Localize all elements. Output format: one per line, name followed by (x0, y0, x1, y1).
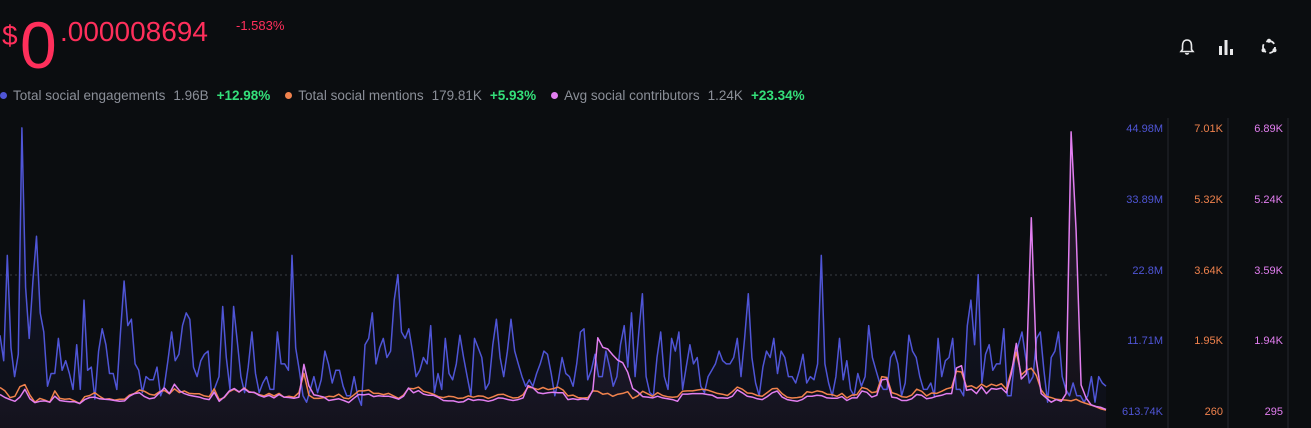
legend-dot-engagements (0, 91, 7, 99)
axis-tick-label: 33.89M (1126, 194, 1163, 206)
legend-change: +5.93% (489, 87, 537, 103)
axis-tick-label: 3.64K (1194, 265, 1223, 277)
legend-label: Avg social contributors (564, 87, 700, 103)
legend-dot-contributors (551, 91, 559, 99)
share-network-icon (1261, 38, 1277, 54)
series-line-0 (0, 127, 1107, 407)
axis-tick-label: 44.98M (1126, 123, 1163, 135)
legend-value: 1.96B (173, 87, 209, 103)
share-network-button[interactable] (1256, 34, 1282, 60)
legend-change: +23.34% (750, 87, 805, 103)
legend-item-mentions[interactable]: Total social mentions 179.81K +5.93% (285, 88, 536, 103)
legend-item-engagements[interactable]: Total social engagements 1.96B +12.98% (0, 88, 270, 103)
legend-label: Total social mentions (298, 87, 424, 103)
axis-tick-label: 7.01K (1194, 123, 1223, 135)
axis-tick-label: 11.71M (1127, 335, 1163, 347)
legend-label: Total social engagements (13, 87, 166, 103)
legend-value: 1.24K (707, 87, 743, 103)
axis-tick-label: 295 (1265, 406, 1283, 418)
legend-dot-mentions (285, 91, 293, 99)
price-change-badge: -1.583% (236, 18, 285, 33)
chart-toolbar (1170, 34, 1290, 60)
axis-tick-label: 1.95K (1194, 335, 1223, 347)
legend-change: +12.98% (216, 87, 271, 103)
axis-tick-label: 5.32K (1194, 194, 1223, 206)
bar-chart-icon (1219, 40, 1233, 55)
axis-tick-label: 6.89K (1254, 123, 1283, 135)
axis-tick-label: 22.8M (1132, 265, 1163, 277)
axis-tick-label: 5.24K (1254, 194, 1283, 206)
axis-tick-label: 613.74K (1122, 406, 1164, 418)
alert-bell-icon (1179, 39, 1195, 55)
price-decimal-part: .000008694 (60, 16, 208, 47)
price-integer-part: 0 (20, 8, 57, 82)
legend-value: 179.81K (431, 87, 482, 103)
series-area-2 (0, 131, 1106, 428)
axis-tick-label: 1.94K (1254, 335, 1283, 347)
alert-bell-button[interactable] (1174, 34, 1200, 60)
axis-tick-label: 3.59K (1254, 265, 1283, 277)
chart-legend: Total social engagements 1.96B +12.98% T… (0, 86, 820, 104)
series-line-1 (0, 351, 1107, 411)
legend-item-contributors[interactable]: Avg social contributors 1.24K +23.34% (551, 88, 805, 103)
price-currency-symbol: $ (2, 20, 18, 51)
series-line-2 (0, 131, 1107, 411)
axis-tick-label: 260 (1205, 406, 1223, 418)
bar-chart-button[interactable] (1213, 34, 1239, 60)
